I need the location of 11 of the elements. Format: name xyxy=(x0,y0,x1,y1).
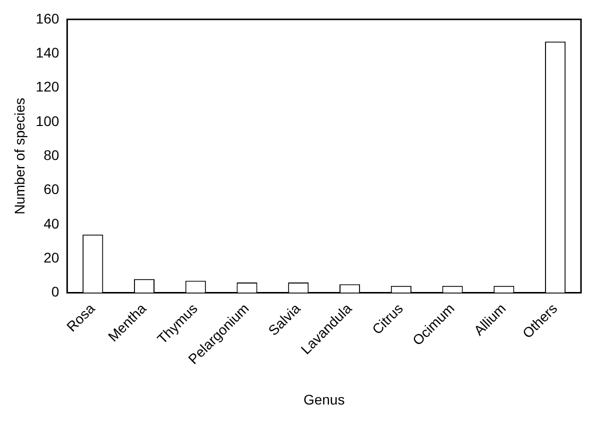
y-tick-label: 60 xyxy=(44,181,60,198)
y-tick-label: 20 xyxy=(44,249,60,266)
y-axis-title: Number of species xyxy=(11,98,28,214)
y-tick-label: 40 xyxy=(44,215,60,232)
x-axis-title: Genus xyxy=(303,391,345,408)
y-tick-label: 80 xyxy=(44,146,60,163)
y-tick-label: 100 xyxy=(36,112,60,129)
y-tick-label: 120 xyxy=(36,78,60,95)
y-tick-label: 0 xyxy=(51,284,60,300)
y-tick-label: 160 xyxy=(36,10,60,26)
y-tick-label: 140 xyxy=(36,44,60,60)
